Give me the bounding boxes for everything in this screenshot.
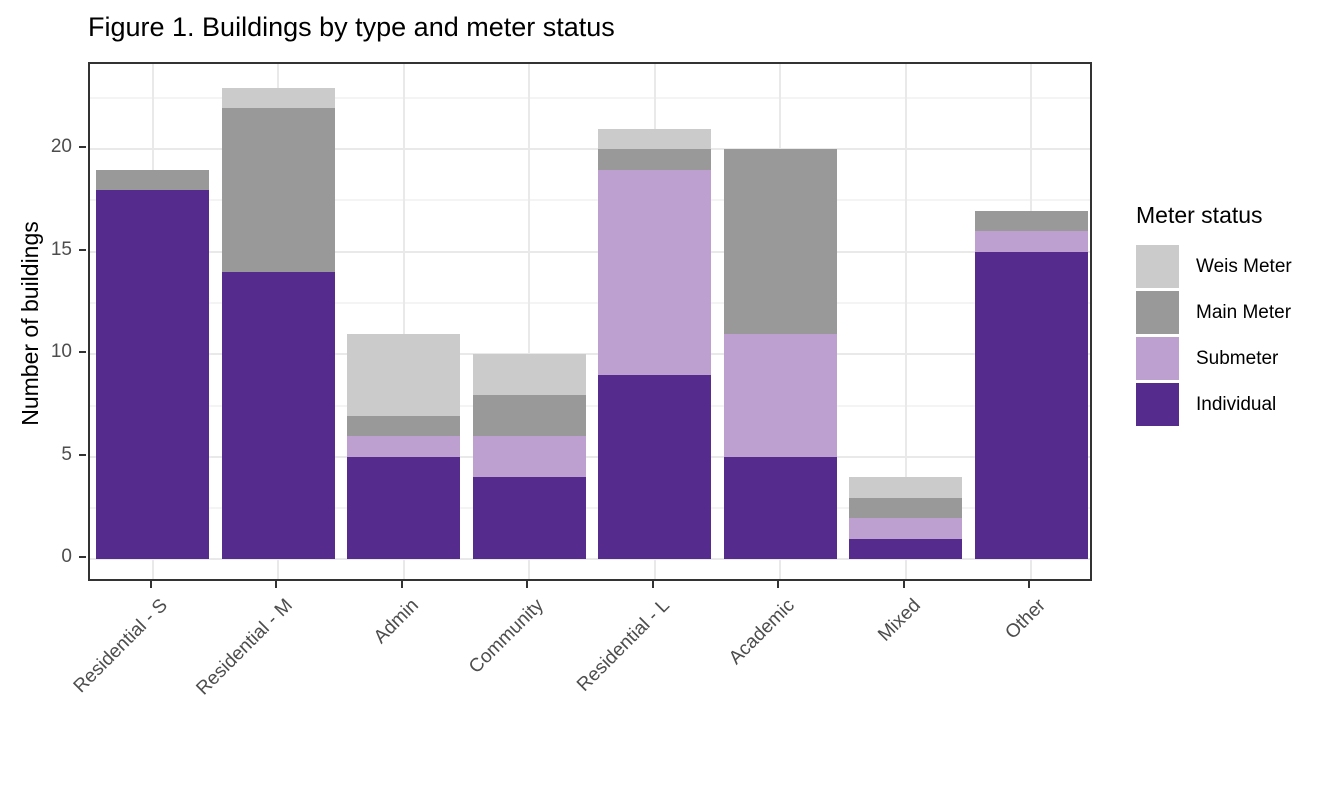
y-tick-label: 10 — [50, 341, 72, 363]
x-axis-tick — [902, 581, 905, 588]
chart-title: Figure 1. Buildings by type and meter st… — [88, 12, 615, 42]
bar-segment-submeter — [472, 436, 586, 478]
bar-segment-individual — [598, 374, 712, 560]
bar-segment-individual — [347, 456, 461, 560]
legend-item: Individual — [1136, 383, 1292, 426]
legend-label: Submeter — [1196, 347, 1279, 369]
legend: Meter status Weis Meter Main Meter Submete… — [1136, 202, 1292, 429]
y-tick-label: 5 — [61, 443, 72, 465]
bar-segment-main-meter — [472, 395, 586, 437]
x-axis-tick — [1028, 581, 1031, 588]
gridline-minor — [90, 199, 1090, 202]
bar-segment-main-meter — [974, 210, 1088, 232]
x-axis-tick — [149, 581, 152, 588]
bar-segment-weis-meter — [347, 333, 461, 416]
bar-segment-weis-meter — [221, 87, 335, 109]
legend-label: Main Meter — [1196, 301, 1292, 323]
y-tick-label: 20 — [50, 136, 72, 158]
bar-segment-individual — [723, 456, 837, 560]
bar-segment-main-meter — [598, 149, 712, 170]
bar-segment-weis-meter — [598, 128, 712, 150]
legend-item: Main Meter — [1136, 291, 1292, 334]
y-axis-tick — [79, 351, 86, 354]
y-axis-tick — [79, 453, 86, 456]
bar-segment-individual — [221, 272, 335, 560]
figure-page: { "title": "Figure 1. Buildings by type … — [17, 12, 1292, 700]
bar-segment-individual — [472, 477, 586, 560]
legend-item: Weis Meter — [1136, 245, 1292, 288]
bar-segment-weis-meter — [472, 354, 586, 396]
bar-segment-main-meter — [723, 149, 837, 334]
bar-segment-submeter — [849, 518, 963, 539]
legend-label: Individual — [1196, 393, 1277, 415]
gridline-minor — [90, 96, 1090, 99]
legend-swatch — [1136, 383, 1179, 426]
x-axis-tick — [651, 581, 654, 588]
y-axis-tick — [79, 146, 86, 149]
legend-label: Weis Meter — [1196, 255, 1292, 277]
legend-item: Submeter — [1136, 337, 1292, 380]
legend-swatch — [1136, 337, 1179, 380]
bar-segment-individual — [974, 251, 1088, 560]
bar-segment-submeter — [974, 231, 1088, 252]
legend-title: Meter status — [1136, 202, 1263, 228]
gridline-minor — [90, 301, 1090, 304]
x-axis-tick — [400, 581, 403, 588]
bar-segment-main-meter — [347, 415, 461, 437]
plot-panel — [88, 62, 1092, 581]
gridline-major — [90, 455, 1090, 458]
bar-segment-submeter — [723, 333, 837, 457]
y-tick-label: 15 — [50, 238, 72, 260]
x-axis-tick — [275, 581, 278, 588]
x-tick-label: Residential - S — [69, 595, 172, 698]
bar-segment-main-meter — [96, 169, 210, 191]
legend-swatch — [1136, 291, 1179, 334]
bar-segment-main-meter — [849, 497, 963, 519]
x-axis-tick — [777, 581, 780, 588]
gridline-minor — [90, 507, 1090, 510]
gridline-minor — [90, 404, 1090, 407]
gridline-major — [90, 250, 1090, 253]
bar-segment-weis-meter — [849, 477, 963, 498]
bar-segment-submeter — [598, 169, 712, 375]
legend-items: Weis Meter Main Meter Submeter Individual — [1136, 245, 1292, 426]
x-axis-tick — [526, 581, 529, 588]
y-axis-tick — [79, 248, 86, 251]
bar-segment-individual — [849, 538, 963, 560]
bar-segment-main-meter — [221, 108, 335, 273]
gridline-major — [90, 558, 1090, 561]
gridline-vertical — [904, 64, 907, 579]
gridline-major — [90, 353, 1090, 356]
bar-segment-submeter — [347, 436, 461, 457]
gridline-vertical — [528, 64, 531, 579]
y-axis-tick — [79, 556, 86, 559]
bar-segment-individual — [96, 190, 210, 560]
gridline-vertical — [402, 64, 405, 579]
y-tick-label: 0 — [61, 546, 72, 568]
gridline-major — [90, 148, 1090, 151]
legend-swatch — [1136, 245, 1179, 288]
